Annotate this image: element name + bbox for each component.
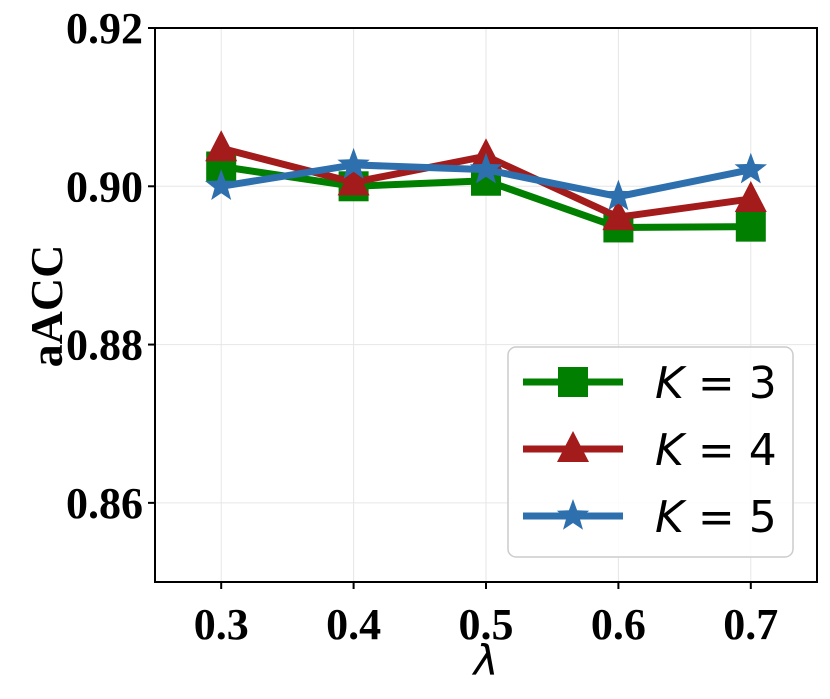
legend-value: 5 bbox=[749, 492, 777, 543]
x-tick-label: 0.6 bbox=[591, 600, 646, 649]
series-group bbox=[205, 130, 767, 243]
y-tick-label: 0.90 bbox=[66, 162, 143, 211]
legend-star-marker bbox=[556, 499, 590, 530]
data-point-star-marker bbox=[602, 179, 635, 211]
legend-variable: K bbox=[655, 358, 687, 409]
data-point-square-marker bbox=[735, 211, 766, 242]
legend-square-marker bbox=[558, 367, 588, 397]
legend-item: K = 5 bbox=[523, 492, 777, 543]
legend-value: 4 bbox=[749, 425, 777, 476]
y-tick-label: 0.92 bbox=[66, 4, 143, 53]
data-point-star-marker bbox=[205, 169, 238, 200]
data-point-triangle-marker bbox=[205, 130, 238, 162]
legend-label: K = 5 bbox=[655, 492, 777, 543]
legend-equals: = bbox=[684, 492, 749, 543]
legend-equals: = bbox=[684, 358, 749, 409]
axis-ticks: 0.3 0.4 0.5 0.6 0.7 0.86 0.88 0.90 0.92 bbox=[66, 4, 778, 649]
legend: K = 3K = 4K = 5 bbox=[507, 346, 794, 558]
y-tick-label: 0.86 bbox=[66, 479, 143, 528]
data-point-star-marker bbox=[734, 152, 767, 184]
legend-label: K = 3 bbox=[655, 358, 777, 409]
data-point-triangle-marker bbox=[734, 180, 767, 212]
data-point-star-marker bbox=[469, 152, 503, 184]
x-tick-label: 0.7 bbox=[723, 600, 778, 649]
legend-equals: = bbox=[684, 425, 749, 476]
legend-triangle-marker bbox=[557, 431, 589, 462]
legend-variable: K bbox=[655, 425, 687, 476]
data-point-triangle-marker bbox=[602, 199, 635, 231]
data-point-triangle-marker bbox=[337, 164, 370, 196]
x-tick-label: 0.3 bbox=[194, 600, 249, 649]
x-tick-label: 0.4 bbox=[326, 600, 381, 649]
x-tick-label: 0.5 bbox=[459, 600, 514, 649]
y-tick-label: 0.88 bbox=[66, 321, 143, 370]
data-point-star-marker bbox=[337, 147, 370, 179]
legend-variable: K bbox=[655, 492, 687, 543]
legend-label: K = 4 bbox=[655, 425, 777, 476]
x-axis-label: λ bbox=[472, 636, 499, 685]
legend-value: 3 bbox=[749, 358, 777, 409]
y-axis-label: aACC bbox=[21, 245, 72, 368]
legend-item: K = 3 bbox=[523, 358, 777, 409]
legend-frame bbox=[507, 346, 794, 558]
series-k-5 bbox=[205, 147, 767, 211]
legend-item: K = 4 bbox=[523, 425, 777, 476]
